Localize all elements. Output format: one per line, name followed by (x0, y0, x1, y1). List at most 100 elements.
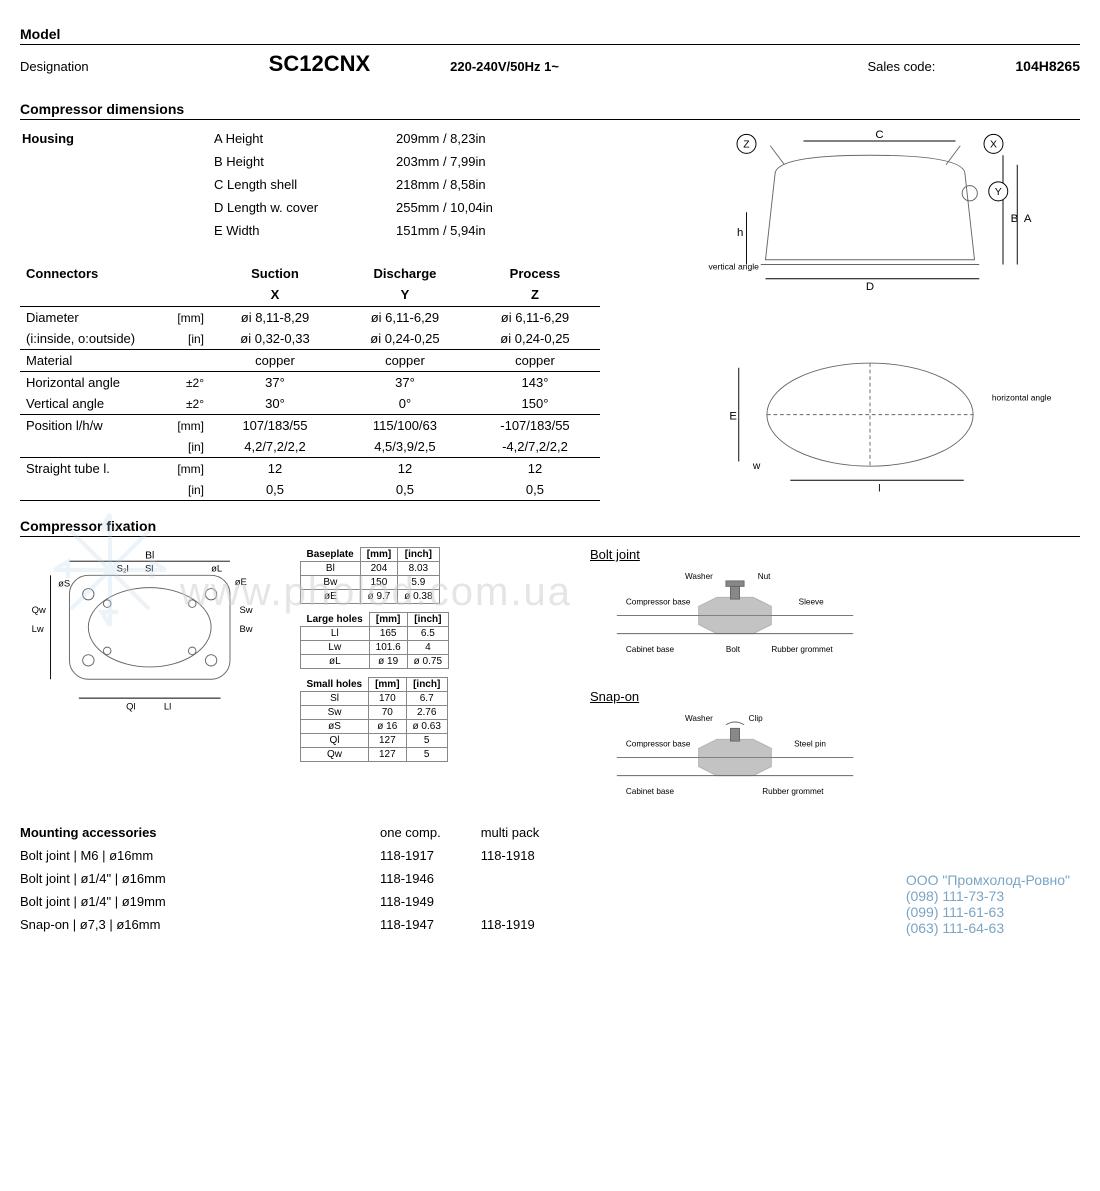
mini-cell: 101.6 (369, 641, 407, 655)
housing-dim-label: C Length shell (214, 174, 394, 195)
conn-row-unit: [in] (170, 328, 210, 350)
section-header-fixation: Compressor fixation (20, 518, 1080, 537)
svg-text:Qw: Qw (32, 605, 46, 616)
svg-text:Bw: Bw (239, 624, 252, 635)
housing-label (22, 220, 212, 241)
col-z: Z (470, 284, 600, 307)
baseplate-tables: Baseplate[mm][inch]Bl2048.03Bw1505.9øEø … (300, 547, 570, 815)
mini-cell: ø 0.63 (406, 720, 447, 734)
bolt-joint-header: Bolt joint (590, 547, 890, 562)
mini-table: Baseplate[mm][inch]Bl2048.03Bw1505.9øEø … (300, 547, 440, 604)
svg-text:vertical angle: vertical angle (709, 261, 760, 271)
conn-cell: 37° (210, 372, 340, 394)
conn-row-unit: [in] (170, 436, 210, 458)
svg-text:S₂l: S₂l (117, 564, 129, 575)
conn-cell: 4,2/7,2/2,2 (210, 436, 340, 458)
conn-cell: øi 6,11-6,29 (340, 307, 470, 329)
contact-block: ООО "Промхолод-Ровно" (098) 111-73-73 (0… (906, 872, 1070, 936)
mini-unit: [inch] (406, 678, 447, 692)
conn-row-unit: [mm] (170, 458, 210, 480)
conn-cell: 0,5 (340, 479, 470, 501)
mini-cell: 5 (406, 734, 447, 748)
svg-text:øS: øS (58, 579, 70, 590)
mounting-multi: 118-1918 (481, 844, 580, 867)
conn-row-label (20, 479, 170, 501)
svg-text:Ql: Ql (126, 701, 135, 712)
svg-text:h: h (737, 227, 743, 239)
mini-cell: 5 (406, 748, 447, 762)
mini-unit: [inch] (398, 548, 439, 562)
designation-label: Designation (20, 53, 89, 74)
conn-row-label: Material (20, 350, 170, 372)
sales-code: 104H8265 (1015, 58, 1080, 74)
svg-text:Nut: Nut (758, 572, 771, 581)
svg-text:Z: Z (743, 140, 750, 151)
mini-unit: [mm] (369, 613, 407, 627)
conn-cell: -4,2/7,2/2,2 (470, 436, 600, 458)
housing-dim-val: 203mm / 7,99in (396, 151, 513, 172)
conn-row-unit (170, 350, 210, 372)
mounting-multi (481, 867, 580, 890)
svg-text:Steel pin: Steel pin (794, 740, 826, 749)
housing-label (22, 151, 212, 172)
mini-unit: [mm] (360, 548, 397, 562)
svg-text:Y: Y (995, 187, 1002, 198)
mounting-table: Mounting accessories one comp. multi pac… (20, 821, 579, 936)
mini-cell: ø 16 (369, 720, 406, 734)
svg-text:w: w (752, 461, 761, 472)
conn-cell: 12 (210, 458, 340, 480)
mini-cell: 204 (360, 562, 397, 576)
model-row: Designation SC12CNX 220-240V/50Hz 1~ Sal… (20, 51, 1080, 77)
svg-text:Clip: Clip (749, 714, 764, 723)
conn-cell: -107/183/55 (470, 415, 600, 437)
housing-dim-val: 218mm / 8,58in (396, 174, 513, 195)
mini-table: Large holes[mm][inch]Ll1656.5Lw101.64øLø… (300, 612, 449, 669)
mini-caption: Large holes (301, 613, 370, 627)
conn-row-unit: ±2° (170, 372, 210, 394)
conn-cell: 0,5 (210, 479, 340, 501)
conn-cell: 0° (340, 393, 470, 415)
col-process: Process (470, 263, 600, 284)
svg-text:Cabinet base: Cabinet base (626, 787, 675, 796)
svg-text:Compressor base: Compressor base (626, 598, 691, 607)
conn-row-label: Vertical angle (20, 393, 170, 415)
mounting-one: 118-1917 (380, 844, 481, 867)
conn-cell: 12 (340, 458, 470, 480)
contact-phone: (098) 111-73-73 (906, 888, 1070, 904)
mounting-one: 118-1946 (380, 867, 481, 890)
mini-cell: 70 (369, 706, 406, 720)
conn-cell: øi 0,24-0,25 (340, 328, 470, 350)
contact-phone: (063) 111-64-63 (906, 920, 1070, 936)
svg-text:Cabinet base: Cabinet base (626, 645, 675, 654)
contact-phone: (099) 111-61-63 (906, 904, 1070, 920)
mounting-row-label: Bolt joint | ø1/4" | ø16mm (20, 867, 380, 890)
conn-cell: 12 (470, 458, 600, 480)
conn-cell: 0,5 (470, 479, 600, 501)
svg-text:horizontal angle: horizontal angle (992, 393, 1052, 403)
compressor-side-diagram: Z X Y C B A h D vertical angle (680, 126, 1060, 346)
mini-cell: Lw (301, 641, 370, 655)
col-suction: Suction (210, 263, 340, 284)
compressor-top-diagram: E w l horizontal angle (680, 349, 1060, 499)
housing-label (22, 197, 212, 218)
svg-text:Lw: Lw (32, 624, 44, 635)
mini-cell: Sl (301, 692, 369, 706)
conn-row-unit: ±2° (170, 393, 210, 415)
housing-dim-label: E Width (214, 220, 394, 241)
conn-cell: øi 0,32-0,33 (210, 328, 340, 350)
conn-cell: 4,5/3,9/2,5 (340, 436, 470, 458)
conn-row-label: Position l/h/w (20, 415, 170, 437)
conn-cell: 150° (470, 393, 600, 415)
svg-text:øE: øE (235, 577, 247, 588)
mini-cell: 2.76 (406, 706, 447, 720)
svg-text:Compressor base: Compressor base (626, 740, 691, 749)
mini-cell: Ll (301, 627, 370, 641)
conn-row-unit: [in] (170, 479, 210, 501)
svg-text:Rubber grommet: Rubber grommet (762, 787, 824, 796)
col-discharge: Discharge (340, 263, 470, 284)
svg-text:Sl: Sl (145, 564, 153, 575)
svg-text:Ll: Ll (164, 701, 171, 712)
mini-cell: 127 (369, 734, 406, 748)
mounting-row-label: Snap-on | ø7,3 | ø16mm (20, 913, 380, 936)
mini-caption: Small holes (301, 678, 369, 692)
